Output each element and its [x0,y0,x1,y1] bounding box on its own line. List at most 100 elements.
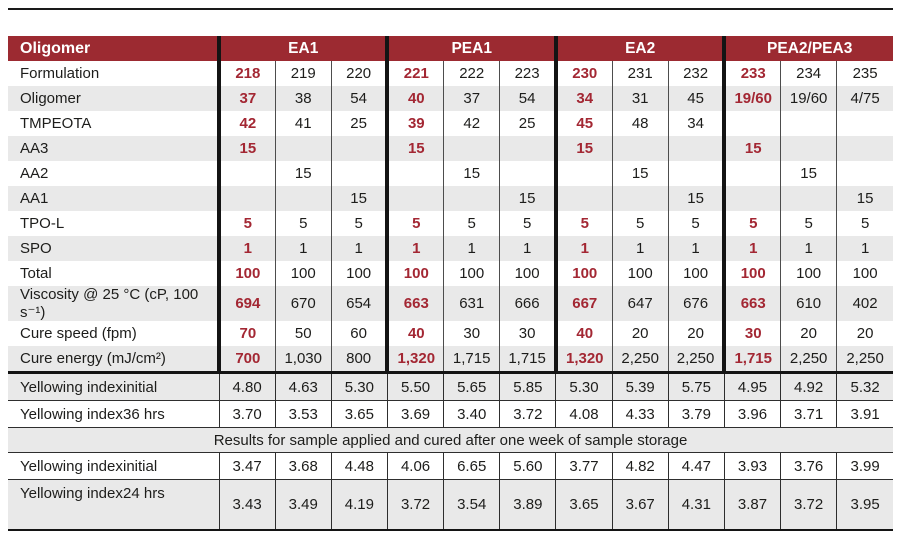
table-cell: 37 [443,86,500,111]
table-row: TMPEOTA 42 41 25 39 42 25 45 48 34 [8,111,893,136]
yellowing-row: Yellowing index24 hrs 3.43 3.49 4.19 3.72 3.5… [8,479,893,531]
table-cell: 4.19 [330,479,388,531]
table-cell: 42 [216,111,276,136]
table-cell: 5 [722,211,781,236]
table-cell: 220 [330,61,388,86]
table-cell: 100 [611,261,669,286]
formulation-table: Oligomer EA1 PEA1 EA2 PEA2/PEA3 Formulat… [8,36,893,374]
table-cell: 3.67 [611,479,669,531]
table-cell: 19/60 [722,86,781,111]
table-cell: 5 [499,211,556,236]
table-cell: 1 [274,236,332,261]
table-cell: 4.63 [274,372,332,401]
table-cell: 39 [385,111,444,136]
table-cell: 218 [216,61,276,86]
table-cell: 233 [722,61,781,86]
table-cell: 30 [499,321,556,346]
table-cell: 15 [499,186,556,211]
table-cell: 1,715 [722,346,781,373]
yellowing-label: Yellowing index [20,485,123,502]
table-cell [499,161,556,186]
table-cell: 5 [385,211,444,236]
table-cell [667,136,725,161]
group-header-ea1: EA1 [216,36,388,61]
table-cell [722,111,781,136]
table-cell [443,186,500,211]
table-cell: 2,250 [836,346,893,373]
table-cell: 40 [553,321,613,346]
yellowing-row: Yellowing indexinitial 4.80 4.63 5.30 5.50 5.… [8,372,893,401]
table-row: TPO-L 5 5 5 5 5 5 5 5 5 5 5 5 [8,211,893,236]
table-cell [443,136,500,161]
table-cell: 5.50 [386,372,445,401]
table-cell: 3.71 [780,400,838,428]
table-cell [836,111,893,136]
table-cell: 6.65 [443,452,501,480]
table-cell: 5 [443,211,500,236]
group-header-pea2-pea3: PEA2/PEA3 [722,36,893,61]
table-cell: 45 [553,111,613,136]
table-cell [611,186,669,211]
table-cell: 3.47 [218,452,276,480]
table-cell: 54 [499,86,556,111]
table-cell [330,136,388,161]
table-cell: 3.53 [274,400,332,428]
table-cell: 30 [443,321,500,346]
table-cell: 3.89 [499,479,557,531]
table-cell: 100 [499,261,556,286]
yellowing-sublabel: 24 hrs [123,485,165,502]
table-cell: 1 [836,236,893,261]
row-label: Formulation [20,65,100,82]
table-cell: 4.48 [330,452,388,480]
oligomer-header: Oligomer [8,36,219,61]
table-cell: 38 [274,86,332,111]
table-cell: 694 [216,286,276,321]
table-cell: 100 [216,261,276,286]
table-cell: 3.49 [274,479,332,531]
table-cell: 663 [722,286,781,321]
row-label: Total [20,265,52,282]
table-cell: 15 [611,161,669,186]
table-cell: 100 [780,261,837,286]
table-cell: 3.65 [555,479,613,531]
row-label: AA1 [20,190,49,207]
table-cell [553,186,613,211]
table-cell: 48 [611,111,669,136]
table-cell: 100 [836,261,893,286]
table-cell: 5.32 [836,372,893,401]
table-cell: 42 [443,111,500,136]
table-cell: 5.85 [499,372,557,401]
row-label: Yellowing indexinitial [8,452,220,480]
row-label: Yellowing index36 hrs [8,400,220,428]
top-rule [8,8,893,10]
table-cell: 54 [330,86,388,111]
table-cell: 3.87 [723,479,782,531]
table-cell: 2,250 [667,346,725,373]
table-row: AA2 15 15 15 15 [8,161,893,186]
table-row: Cure speed (fpm) 70 50 60 40 30 30 40 20 20 30 20 20 [8,321,893,346]
table-cell: 1 [499,236,556,261]
table-cell: 4.08 [555,400,613,428]
table-cell: 15 [667,186,725,211]
table-cell: 1,715 [443,346,500,373]
table-cell [499,136,556,161]
table-cell [836,161,893,186]
yellowing-sublabel: 36 hrs [123,405,165,423]
row-label: Yellowing index24 hrs [8,479,220,531]
table-cell: 3.72 [386,479,445,531]
table-cell: 231 [611,61,669,86]
table-cell: 1 [611,236,669,261]
table-cell: 30 [722,321,781,346]
table-cell: 1,030 [274,346,332,373]
table-cell: 4.82 [611,452,669,480]
row-label: SPO [20,240,52,257]
table-cell: 45 [667,86,725,111]
table-cell: 1 [667,236,725,261]
table-cell: 5.39 [611,372,669,401]
table-cell: 100 [443,261,500,286]
table-cell: 1 [330,236,388,261]
table-cell: 1 [443,236,500,261]
table-cell: 230 [553,61,613,86]
table-cell: 666 [499,286,556,321]
